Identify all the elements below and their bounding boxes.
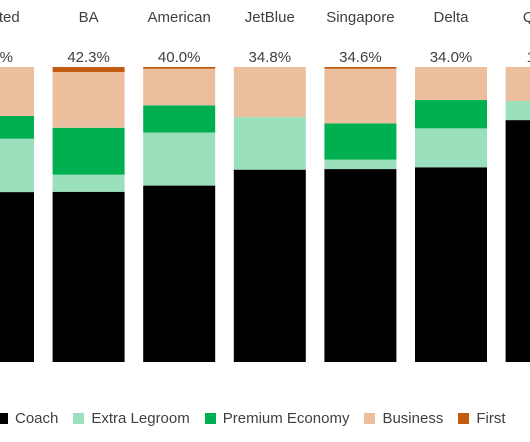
bar-segment-singapore-coach bbox=[324, 169, 397, 362]
value-label-singapore: 34.6% bbox=[339, 49, 382, 66]
legend: Coach Extra Legroom Premium Economy Busines… bbox=[0, 410, 506, 427]
bar-segment-united-business bbox=[0, 67, 34, 116]
bar-segment-ba-extra-legroom bbox=[52, 174, 125, 192]
bar-segment-singapore-extra-legroom bbox=[324, 159, 397, 170]
category-label-american: American bbox=[148, 9, 211, 26]
legend-swatch-extra-legroom bbox=[73, 413, 85, 424]
bar-segment-jetblue-coach bbox=[233, 169, 306, 362]
legend-item-premium-economy: Premium Economy bbox=[204, 410, 350, 427]
legend-label-coach: Coach bbox=[15, 410, 59, 427]
bar-segment-delta-extra-legroom bbox=[415, 128, 487, 168]
bar-segment-delta-coach bbox=[415, 167, 487, 362]
bar-segment-singapore-premium-economy bbox=[324, 123, 397, 160]
bar-segment-qatar-coach bbox=[505, 120, 530, 362]
category-label-jetblue: JetBlue bbox=[245, 9, 295, 26]
bar-segment-american-extra-legroom bbox=[143, 132, 216, 186]
bar-segment-qatar-extra-legroom bbox=[505, 100, 530, 121]
bar-segment-american-premium-economy bbox=[143, 105, 216, 133]
bar-segment-american-first bbox=[143, 67, 216, 69]
legend-swatch-coach bbox=[0, 413, 8, 424]
legend-item-extra-legroom: Extra Legroom bbox=[73, 410, 190, 427]
bar-segment-jetblue-business bbox=[233, 67, 306, 118]
bar-segment-ba-first bbox=[52, 67, 125, 73]
legend-label-first: First bbox=[476, 410, 506, 427]
value-label-united: 33% bbox=[0, 49, 13, 66]
value-label-delta: 34.0% bbox=[430, 49, 473, 66]
category-label-singapore: Singapore bbox=[326, 9, 394, 26]
legend-swatch-business bbox=[364, 413, 376, 424]
legend-label-extra-legroom: Extra Legroom bbox=[91, 410, 190, 427]
legend-swatch-premium-economy bbox=[204, 413, 216, 424]
bar-segment-american-coach bbox=[143, 185, 216, 362]
bar-segment-ba-coach bbox=[52, 191, 125, 362]
category-label-united: United bbox=[0, 9, 20, 26]
legend-item-first: First bbox=[458, 410, 506, 427]
bar-segment-united-coach bbox=[0, 192, 34, 362]
bar-segment-ba-business bbox=[52, 72, 125, 128]
bar-segment-ba-premium-economy bbox=[52, 127, 125, 175]
legend-label-premium-economy: Premium Economy bbox=[222, 410, 350, 427]
bar-segment-singapore-business bbox=[324, 68, 397, 124]
legend-label-business: Business bbox=[382, 410, 444, 427]
legend-swatch-first bbox=[458, 413, 470, 424]
category-label-qatar: Qatar bbox=[523, 9, 530, 26]
bar-segment-united-extra-legroom bbox=[0, 138, 34, 193]
value-label-qatar: 18% bbox=[527, 49, 530, 66]
category-label-ba: BA bbox=[79, 9, 99, 26]
value-label-jetblue: 34.8% bbox=[249, 49, 292, 66]
bar-segment-qatar-business bbox=[505, 67, 530, 101]
bar-segment-delta-business bbox=[415, 67, 487, 101]
legend-item-business: Business bbox=[364, 410, 443, 427]
bar-segment-american-business bbox=[143, 68, 216, 106]
bar-segment-delta-premium-economy bbox=[415, 100, 487, 129]
bar-segment-united-premium-economy bbox=[0, 115, 34, 139]
legend-item-coach: Coach bbox=[0, 410, 58, 427]
category-label-delta: Delta bbox=[433, 9, 469, 26]
bar-segment-jetblue-extra-legroom bbox=[233, 117, 306, 170]
bar-segment-singapore-first bbox=[324, 67, 397, 69]
value-label-ba: 42.3% bbox=[67, 49, 110, 66]
value-label-american: 40.0% bbox=[158, 49, 201, 66]
